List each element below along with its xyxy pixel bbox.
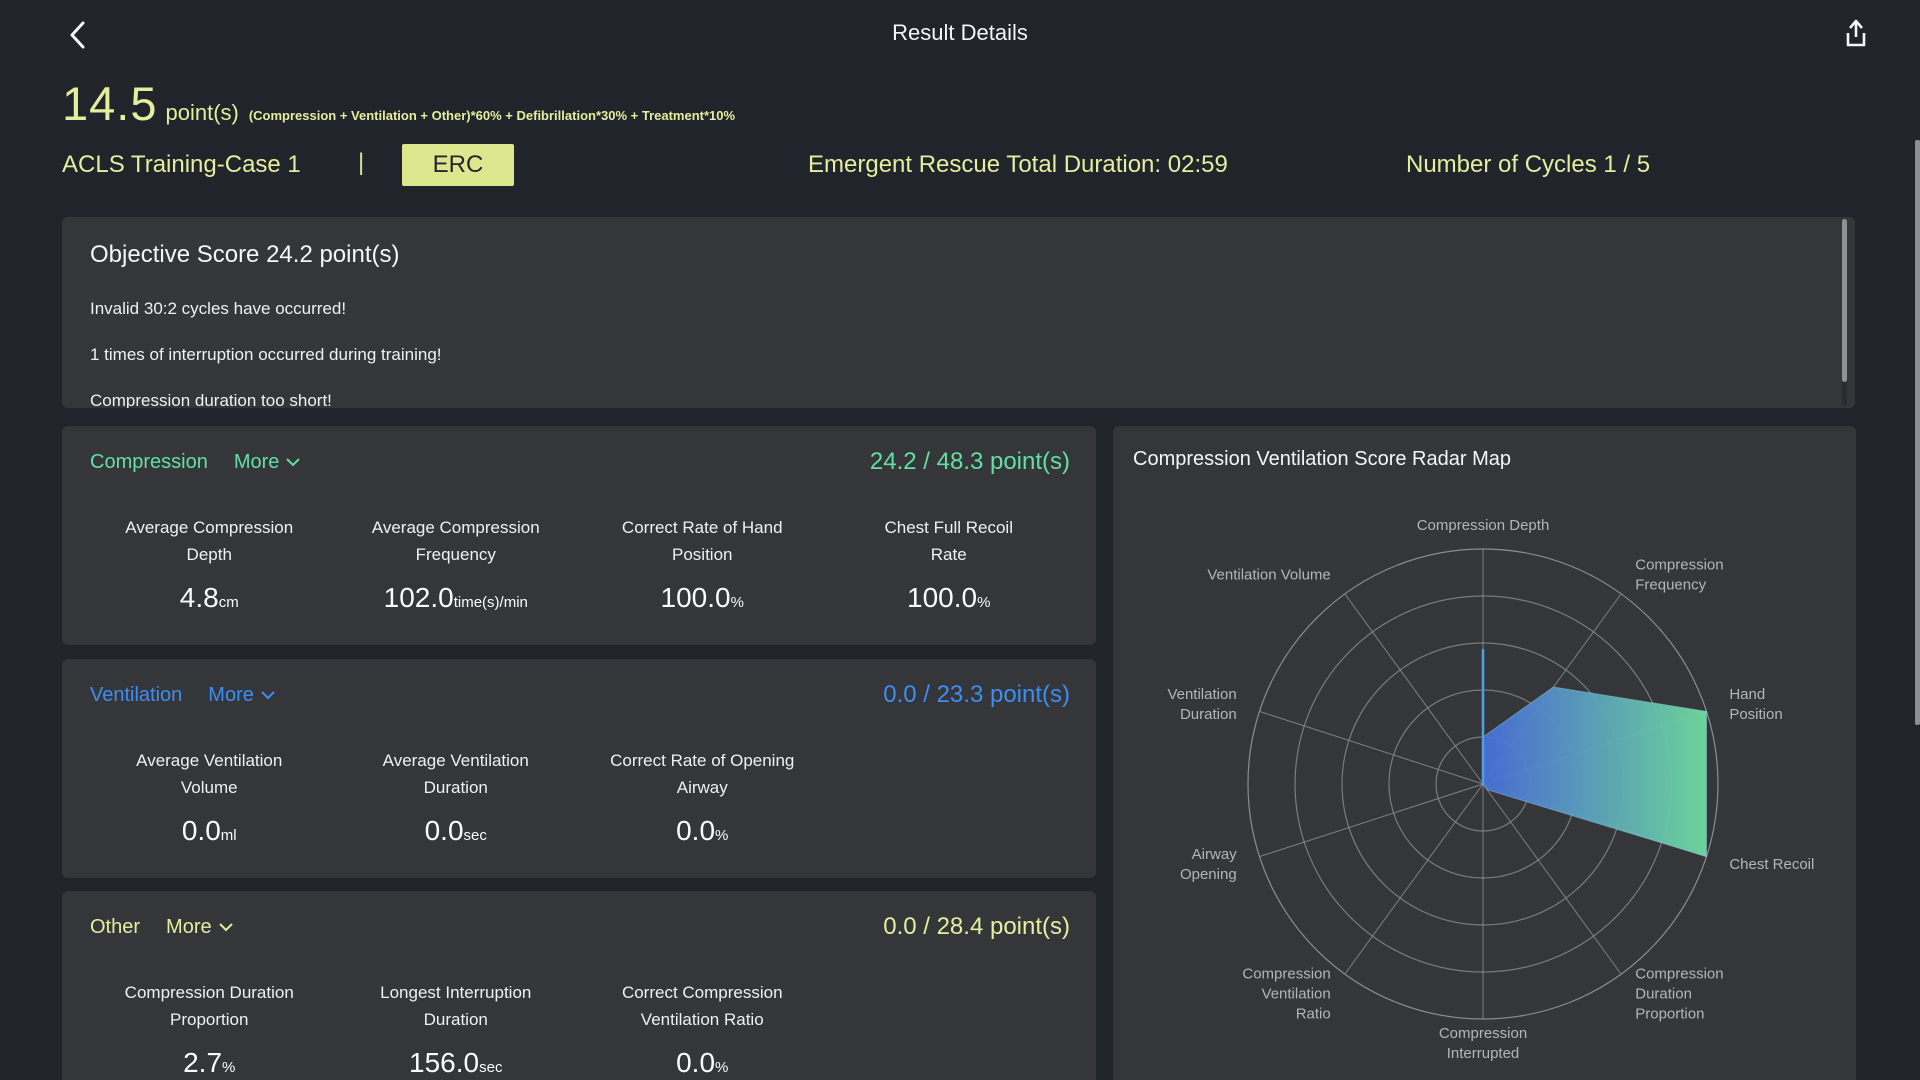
session-info-row: ACLS Training-Case 1 | ERC Emergent Resc… — [0, 144, 1920, 188]
objective-score-panel: Objective Score 24.2 point(s) Invalid 30… — [62, 217, 1855, 408]
metric-label: Compression Duration Proportion — [124, 983, 294, 1029]
compression-more-button[interactable]: More — [234, 451, 302, 474]
metric-value: 0.0% — [676, 815, 729, 846]
case-name: ACLS Training-Case 1 — [62, 151, 301, 178]
overall-score: 14.5 point(s) (Compression + Ventilation… — [62, 76, 735, 131]
metric-avg-compression-frequency: Average Compression Frequency 102.0time(s… — [333, 514, 580, 614]
objective-message: Invalid 30:2 cycles have occurred! — [90, 299, 347, 318]
metric-value: 0.0ml — [181, 815, 237, 846]
chevron-down-icon — [218, 923, 233, 932]
more-label: More — [233, 450, 280, 473]
back-button[interactable] — [62, 18, 96, 52]
metric-value: 2.7% — [183, 1047, 236, 1078]
ventilation-panel: Ventilation More 0.0 / 23.3 point(s) Ave… — [62, 659, 1096, 878]
radar-chart: Compression Depth Compression Frequency Han… — [1167, 517, 1814, 1062]
more-label: More — [166, 915, 212, 938]
metric-label: Correct Compression Ventilation Ratio — [621, 983, 783, 1029]
objective-message: 1 times of interruption occurred during … — [90, 345, 442, 364]
objective-scrollbar-track[interactable] — [1842, 219, 1847, 406]
chevron-left-icon — [70, 21, 85, 49]
metric-avg-ventilation-volume: Average Ventilation Volume 0.0ml — [86, 747, 333, 847]
metric-label: Chest Full Recoil Rate — [884, 518, 1014, 564]
metric-value: 0.0% — [676, 1047, 729, 1078]
objective-scrollbar-thumb[interactable] — [1842, 219, 1847, 382]
share-export-icon — [1846, 19, 1866, 47]
score-formula: (Compression + Ventilation + Other)*60% … — [248, 108, 736, 123]
metric-chest-recoil-rate: Chest Full Recoil Rate 100.0% — [826, 514, 1073, 614]
ventilation-more-button[interactable]: More — [208, 684, 276, 707]
total-duration: Emergent Rescue Total Duration: 02:59 — [808, 151, 1228, 178]
metric-label: Average Ventilation Volume — [136, 751, 283, 797]
metric-compression-ventilation-ratio: Correct Compression Ventilation Ratio 0.0… — [579, 979, 826, 1079]
section-title-other: Other — [90, 915, 141, 938]
metric-label: Longest Interruption Duration — [380, 983, 532, 1029]
metric-airway-opening-rate: Correct Rate of Opening Airway 0.0% — [579, 747, 826, 847]
other-panel: Other More 0.0 / 28.4 point(s) Compressi… — [62, 891, 1096, 1080]
objective-score-title: Objective Score 24.2 point(s) — [90, 241, 400, 268]
other-score: 0.0 / 28.4 point(s) — [883, 913, 1070, 940]
objective-message: Compression duration too short! — [90, 391, 332, 408]
page-title: Result Details — [892, 20, 1028, 45]
metric-compression-duration-proportion: Compression Duration Proportion 2.7% — [86, 979, 333, 1079]
metric-longest-interruption-duration: Longest Interruption Duration 156.0sec — [333, 979, 580, 1079]
page-scrollbar-thumb[interactable] — [1915, 140, 1920, 725]
metric-label: Average Compression Depth — [125, 518, 294, 564]
metric-value: 100.0% — [907, 582, 991, 613]
mode-badge: ERC — [402, 144, 514, 186]
svg-text:Chest Recoil: Chest Recoil — [1729, 856, 1814, 873]
more-label: More — [208, 683, 254, 706]
divider: | — [358, 149, 365, 176]
metric-value: 100.0% — [660, 582, 744, 613]
ventilation-score: 0.0 / 23.3 point(s) — [883, 681, 1070, 708]
metric-label: Average Compression Frequency — [371, 518, 540, 564]
metric-avg-compression-depth: Average Compression Depth 4.8cm — [86, 514, 333, 614]
metric-value: 4.8cm — [179, 582, 239, 613]
metric-value: 0.0sec — [424, 815, 487, 846]
metric-label: Correct Rate of Hand Position — [621, 518, 783, 564]
overall-score-unit: point(s) — [165, 100, 239, 125]
svg-text:Compression Depth: Compression Depth — [1417, 517, 1550, 534]
top-bar: Result Details — [0, 0, 1920, 66]
cycles-count: Number of Cycles 1 / 5 — [1406, 151, 1651, 178]
compression-panel: Compression More 24.2 / 48.3 point(s) Av… — [62, 426, 1096, 645]
chevron-down-icon — [286, 458, 301, 467]
radar-map-panel: Compression Ventilation Score Radar Map … — [1113, 426, 1856, 1080]
svg-text:Ventilation Volume: Ventilation Volume — [1207, 567, 1330, 584]
radar-map-title: Compression Ventilation Score Radar Map — [1133, 448, 1511, 470]
compression-score: 24.2 / 48.3 point(s) — [869, 448, 1070, 475]
section-title-compression: Compression — [90, 450, 208, 473]
metric-avg-ventilation-duration: Average Ventilation Duration 0.0sec — [333, 747, 580, 847]
chevron-down-icon — [261, 691, 275, 700]
metric-value: 102.0time(s)/min — [383, 582, 528, 613]
section-title-ventilation: Ventilation — [90, 683, 183, 706]
metric-label: Average Ventilation Duration — [382, 751, 529, 797]
metric-hand-position-rate: Correct Rate of Hand Position 100.0% — [579, 514, 826, 614]
overall-score-value: 14.5 — [62, 77, 158, 130]
metric-label: Correct Rate of Opening Airway — [610, 751, 795, 797]
share-button[interactable] — [1838, 16, 1874, 52]
metric-value: 156.0sec — [409, 1047, 503, 1078]
other-more-button[interactable]: More — [166, 916, 234, 939]
